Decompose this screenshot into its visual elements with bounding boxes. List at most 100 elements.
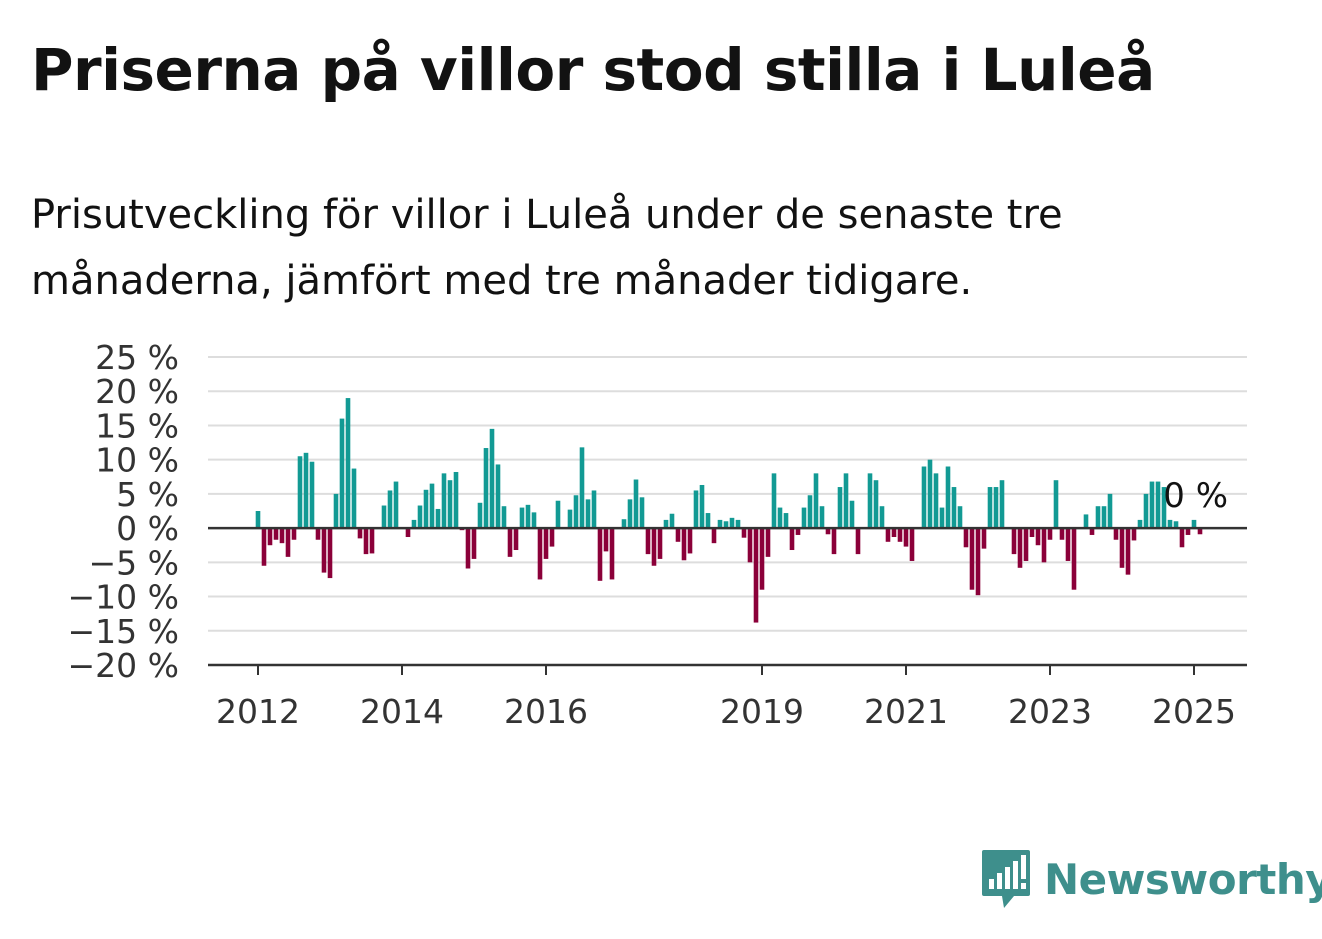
bar: [1095, 506, 1101, 529]
bar: [885, 528, 891, 542]
bar: [525, 504, 531, 529]
y-tick-label: 25 %: [95, 338, 179, 377]
bar: [1023, 528, 1029, 561]
bar: [543, 528, 549, 559]
bar: [303, 452, 309, 529]
y-tick-label: −10 %: [68, 578, 180, 617]
bar: [825, 528, 831, 535]
bar: [921, 466, 927, 529]
y-tick-label: 20 %: [95, 372, 179, 411]
bar: [891, 528, 897, 538]
bar: [537, 528, 543, 580]
bar: [633, 479, 639, 529]
bar: [1071, 528, 1077, 590]
bar: [1089, 528, 1095, 535]
bar: [447, 480, 453, 529]
y-tick-label: 0 %: [116, 509, 179, 548]
bar: [1065, 528, 1071, 561]
bar: [993, 487, 999, 529]
bar: [951, 487, 957, 529]
y-axis-ticks: 25 %20 %15 %10 %5 %0 %−5 %−10 %−15 %−20 …: [68, 338, 180, 685]
bar: [345, 398, 351, 529]
bar: [747, 528, 753, 563]
y-tick-label: −15 %: [68, 612, 180, 651]
bar: [453, 471, 459, 529]
bar: [1059, 528, 1065, 540]
bar: [591, 490, 597, 529]
x-tick-label: 2019: [720, 692, 804, 731]
grid-lines: [208, 356, 1247, 632]
bar: [603, 528, 609, 552]
latest-value-label: 0 %: [1163, 476, 1228, 516]
bar: [657, 528, 663, 559]
bar: [639, 497, 645, 529]
bar: [645, 528, 651, 555]
bar: [957, 506, 963, 529]
brand-logo: Newsworthy: [980, 848, 1322, 910]
bar: [873, 480, 879, 529]
bar: [1113, 528, 1119, 540]
bar: [567, 509, 573, 529]
bar: [897, 528, 903, 542]
bar: [1035, 528, 1041, 546]
bar: [693, 490, 699, 529]
bar: [585, 499, 591, 529]
bar: [465, 528, 471, 569]
x-tick-label: 2016: [504, 692, 588, 731]
bar: [705, 513, 711, 529]
y-tick-label: 5 %: [116, 475, 179, 514]
bar: [339, 418, 345, 529]
bar: [1041, 528, 1047, 563]
bar: [393, 481, 399, 529]
bar: [795, 528, 801, 535]
bar: [1167, 519, 1173, 529]
bar: [1011, 528, 1017, 555]
bar: [579, 447, 585, 529]
bar: [1155, 481, 1161, 529]
bar: [837, 487, 843, 529]
bar: [1137, 519, 1143, 529]
bar: [981, 528, 987, 549]
bar: [1053, 480, 1059, 529]
bar: [729, 517, 735, 529]
bar: [495, 464, 501, 529]
bar: [663, 519, 669, 529]
bar: [531, 512, 537, 529]
bar: [273, 528, 279, 540]
bar: [759, 528, 765, 590]
bar: [1107, 493, 1113, 529]
bar: [513, 528, 519, 551]
bar: [909, 528, 915, 561]
bar: [999, 480, 1005, 529]
bar: [699, 484, 705, 529]
bar: [351, 468, 357, 529]
x-tick-label: 2021: [864, 692, 948, 731]
bar: [279, 528, 285, 544]
bar: [411, 519, 417, 529]
x-tick-label: 2012: [216, 692, 300, 731]
bar: [975, 528, 981, 596]
bar: [933, 473, 939, 529]
bar: [441, 473, 447, 529]
bar: [291, 528, 297, 540]
bar: [735, 519, 741, 529]
bar: [1149, 481, 1155, 529]
bar: [483, 448, 489, 529]
y-tick-label: 10 %: [95, 441, 179, 480]
bar: [507, 528, 513, 557]
bar: [573, 495, 579, 529]
bar: [765, 528, 771, 557]
bars: [255, 398, 1203, 623]
bar: [669, 513, 675, 529]
bar: [429, 483, 435, 529]
bar: [939, 507, 945, 529]
bar: [501, 506, 507, 529]
bar: [903, 528, 909, 547]
bar: [1173, 521, 1179, 529]
bar: [1029, 528, 1035, 538]
bar: [1047, 528, 1053, 540]
bar: [549, 528, 555, 547]
bar: [267, 528, 273, 546]
bar: [1131, 528, 1137, 541]
bar: [813, 473, 819, 529]
